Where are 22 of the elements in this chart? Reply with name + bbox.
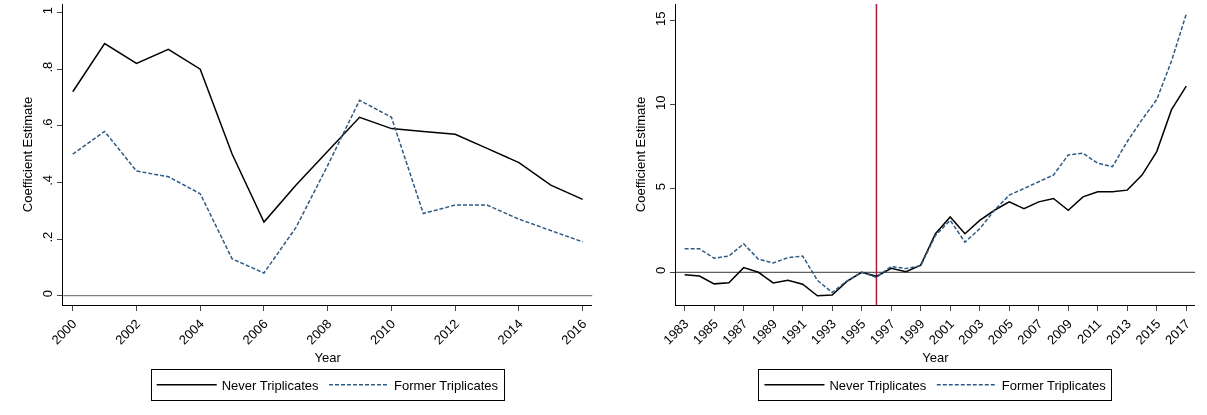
y-tick-label: .6: [39, 118, 55, 130]
y-tick-label: 15: [652, 11, 668, 27]
legend-label: Never Triplicates: [829, 377, 927, 393]
line-series: [72, 99, 584, 274]
legend-label: Never Triplicates: [221, 377, 320, 393]
legend-label: Former Triplicates: [1001, 377, 1107, 393]
y-axis-title: Coefficient Estimate: [632, 96, 648, 213]
y-tick-label: 0: [652, 266, 668, 274]
line-series: [683, 13, 1188, 294]
line-series: [72, 42, 584, 223]
y-tick-label: 10: [652, 95, 668, 110]
y-tick-label: 1: [39, 6, 55, 15]
y-tick-label: 5: [652, 182, 668, 191]
y-axis-title: Coefficient Estimate: [19, 96, 35, 213]
legend-label: Former Triplicates: [394, 377, 499, 393]
x-axis-title: Year: [314, 349, 342, 365]
y-tick-label: .2: [39, 231, 55, 243]
line-series: [683, 85, 1188, 297]
y-tick-label: .4: [39, 175, 55, 186]
x-axis-title: Year: [922, 349, 950, 365]
y-tick-label: 0: [39, 290, 55, 298]
y-tick-label: .8: [39, 61, 55, 73]
